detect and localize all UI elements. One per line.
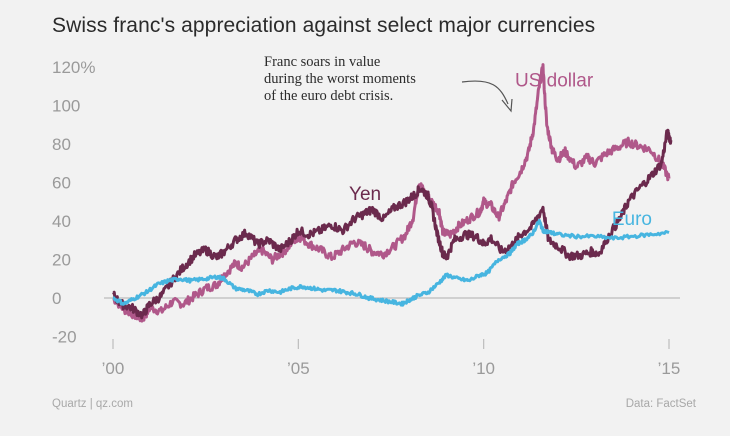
y-tick-label: 0 xyxy=(52,289,61,308)
annotation-arrow xyxy=(461,80,509,105)
annotation-arrowhead xyxy=(501,98,513,113)
x-tick-label: ’10 xyxy=(472,359,495,378)
y-tick-label: 20 xyxy=(52,251,71,270)
y-tick-label: 80 xyxy=(52,135,71,154)
source-credit: Quartz | qz.com xyxy=(52,398,133,410)
data-source: Data: FactSet xyxy=(625,398,696,410)
y-tick-label: 40 xyxy=(52,212,71,231)
x-axis-ticks: ’00 ’05 ’10 ’15 xyxy=(102,339,681,378)
series-label-us-dollar: US dollar xyxy=(515,70,594,91)
annotation-line-3: of the euro debt crisis. xyxy=(264,88,393,104)
y-tick-label: -20 xyxy=(52,328,77,347)
x-tick-label: ’15 xyxy=(658,359,681,378)
x-tick-label: ’00 xyxy=(102,359,125,378)
y-axis-ticks: 120% 100 80 60 40 20 0 -20 xyxy=(52,58,95,347)
series-line-us-dollar xyxy=(112,63,671,323)
y-tick-label: 100 xyxy=(52,97,80,116)
annotation: Franc soars in value during the worst mom… xyxy=(264,54,513,113)
series-labels: US dollar Yen Euro xyxy=(349,70,652,230)
chart-title: Swiss franc's appreciation against selec… xyxy=(52,14,596,37)
y-tick-label: 120% xyxy=(52,58,95,77)
y-tick-label: 60 xyxy=(52,174,71,193)
annotation-line-1: Franc soars in value xyxy=(264,54,380,70)
x-tick-label: ’05 xyxy=(287,359,310,378)
series-line-euro xyxy=(112,218,670,307)
series-label-euro: Euro xyxy=(612,209,652,230)
annotation-line-2: during the worst moments xyxy=(264,71,416,87)
series-lines xyxy=(112,63,673,323)
series-line-yen xyxy=(112,128,673,320)
series-label-yen: Yen xyxy=(349,184,381,205)
